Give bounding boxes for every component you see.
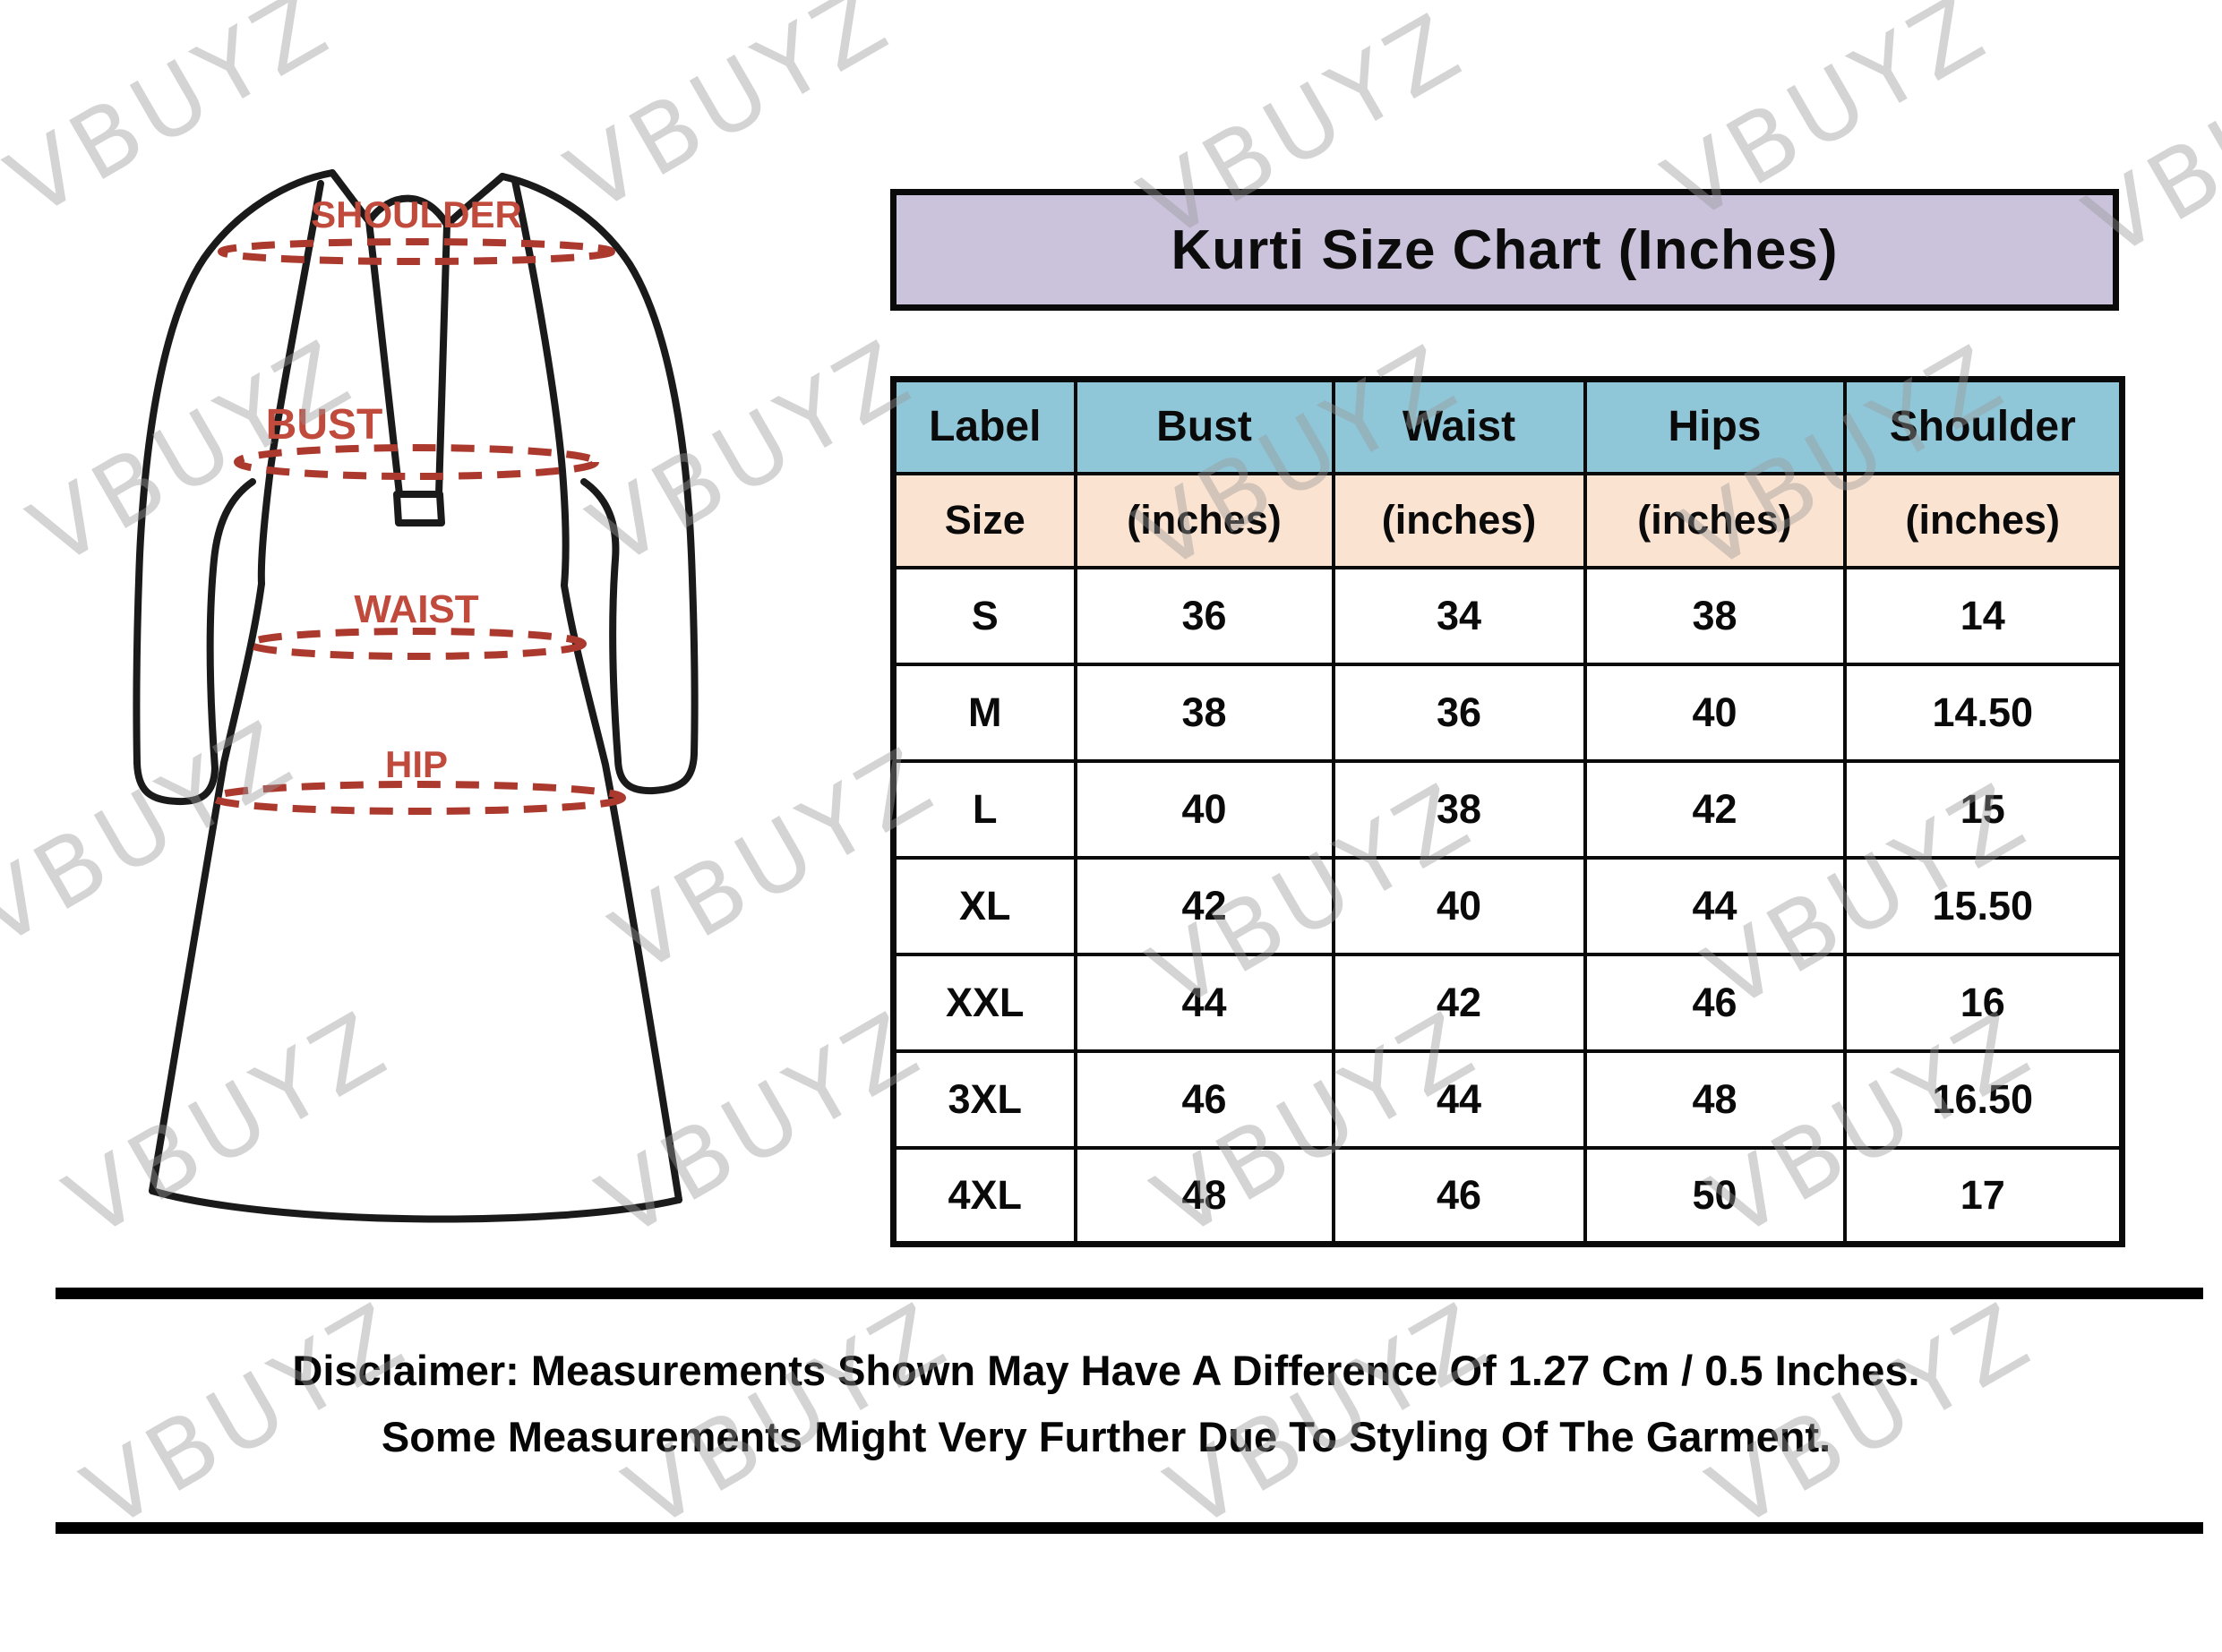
hip-measure-line: [210, 781, 626, 815]
waist-value: 46: [1331, 1145, 1587, 1246]
kurti-left-cuff: [133, 759, 219, 806]
hips-value: 40: [1583, 662, 1847, 763]
bust-value: 40: [1073, 758, 1335, 860]
table-header-row: Label Bust Waist Hips Shoulder: [891, 377, 2124, 475]
size-label: 3XL: [891, 1049, 1077, 1150]
hips-value: 50: [1583, 1145, 1847, 1246]
kurti-right-sleeve-outer: [499, 173, 699, 758]
shoulder-label: SHOULDER: [311, 193, 522, 235]
bust-value: 38: [1073, 662, 1335, 763]
size-row-s: S 36 34 38 14: [891, 565, 2124, 666]
shoulder-value: 17: [1842, 1145, 2124, 1246]
size-label: XXL: [891, 952, 1077, 1053]
disclaimer-line-2: Some Measurements Might Very Further Due…: [381, 1413, 1832, 1460]
col-header-label: Label: [891, 377, 1077, 475]
table-subheader-row: Size (inches) (inches) (inches) (inches): [891, 471, 2124, 569]
top-divider-line: [56, 1288, 2203, 1299]
size-label: M: [891, 662, 1077, 763]
col-header-hips: Hips: [1583, 377, 1847, 475]
size-chart-table: Label Bust Waist Hips Shoulder Size (inc…: [890, 376, 2125, 1247]
kurti-left-sleeve-inner: [206, 478, 256, 772]
hips-value: 38: [1583, 565, 1847, 666]
bust-value: 46: [1073, 1049, 1335, 1150]
col-header-shoulder: Shoulder: [1842, 377, 2124, 475]
subheader-shoulder-unit: (inches): [1842, 471, 2124, 569]
kurti-hem: [149, 1187, 682, 1223]
size-row-4xl: 4XL 48 46 50 17: [891, 1145, 2124, 1246]
size-row-3xl: 3XL 46 44 48 16.50: [891, 1049, 2124, 1150]
waist-value: 38: [1331, 758, 1587, 860]
page-title: Kurti Size Chart (Inches): [1171, 218, 1839, 281]
waist-label: WAIST: [354, 587, 478, 631]
size-label: S: [891, 565, 1077, 666]
kurti-right-sleeve-inner: [580, 478, 622, 764]
kurti-left-sleeve-outer: [133, 169, 336, 766]
disclaimer-line-1: Disclaimer: Measurements Shown May Have …: [292, 1347, 1920, 1394]
kurti-slit-right: [435, 221, 450, 498]
shoulder-value: 15: [1842, 758, 2124, 860]
waist-value: 34: [1331, 565, 1587, 666]
kurti-slit-placket: [393, 491, 445, 526]
bust-value: 42: [1073, 855, 1335, 956]
bust-label: BUST: [266, 401, 383, 449]
kurti-neckline-left: [329, 169, 373, 225]
size-row-xxl: XXL 44 42 46 16: [891, 952, 2124, 1053]
shoulder-value: 16: [1842, 952, 2124, 1053]
kurti-neckline-back: [365, 194, 450, 228]
waist-value: 36: [1331, 662, 1587, 763]
bust-value: 44: [1073, 952, 1335, 1053]
size-label: XL: [891, 855, 1077, 956]
size-label: L: [891, 758, 1077, 860]
kurti-right-side-seam: [511, 177, 682, 1203]
hips-value: 48: [1583, 1049, 1847, 1150]
col-header-waist: Waist: [1331, 377, 1587, 475]
bottom-divider-line: [56, 1522, 2203, 1534]
shoulder-value: 15.50: [1842, 855, 2124, 956]
size-row-l: L 40 38 42 15: [891, 758, 2124, 860]
disclaimer: Disclaimer: Measurements Shown May Have …: [54, 1338, 2158, 1470]
size-chart-title-bar: Kurti Size Chart (Inches): [890, 189, 2119, 311]
kurti-right-cuff: [614, 750, 698, 795]
bust-value: 48: [1073, 1145, 1335, 1246]
size-label: 4XL: [891, 1145, 1077, 1246]
hips-value: 42: [1583, 758, 1847, 860]
waist-measure-line: [246, 628, 587, 660]
bust-measure-line: [234, 444, 599, 480]
subheader-bust-unit: (inches): [1073, 471, 1335, 569]
kurti-neckline-right: [443, 173, 506, 228]
col-header-bust: Bust: [1073, 377, 1335, 475]
size-row-xl: XL 42 40 44 15.50: [891, 855, 2124, 956]
kurti-diagram: SHOULDER BUST WAIST HIP: [133, 169, 699, 1223]
subheader-size: Size: [891, 471, 1077, 569]
shoulder-value: 16.50: [1842, 1049, 2124, 1150]
bust-value: 36: [1073, 565, 1335, 666]
hips-value: 46: [1583, 952, 1847, 1053]
waist-value: 42: [1331, 952, 1587, 1053]
subheader-waist-unit: (inches): [1331, 471, 1587, 569]
shoulder-measure-line: [218, 238, 615, 265]
subheader-hips-unit: (inches): [1583, 471, 1847, 569]
size-row-m: M 38 36 40 14.50: [891, 662, 2124, 763]
hip-label: HIP: [385, 743, 448, 785]
shoulder-value: 14.50: [1842, 662, 2124, 763]
waist-value: 44: [1331, 1049, 1587, 1150]
shoulder-value: 14: [1842, 565, 2124, 666]
waist-value: 40: [1331, 855, 1587, 956]
hips-value: 44: [1583, 855, 1847, 956]
kurti-left-side-seam: [149, 180, 324, 1194]
